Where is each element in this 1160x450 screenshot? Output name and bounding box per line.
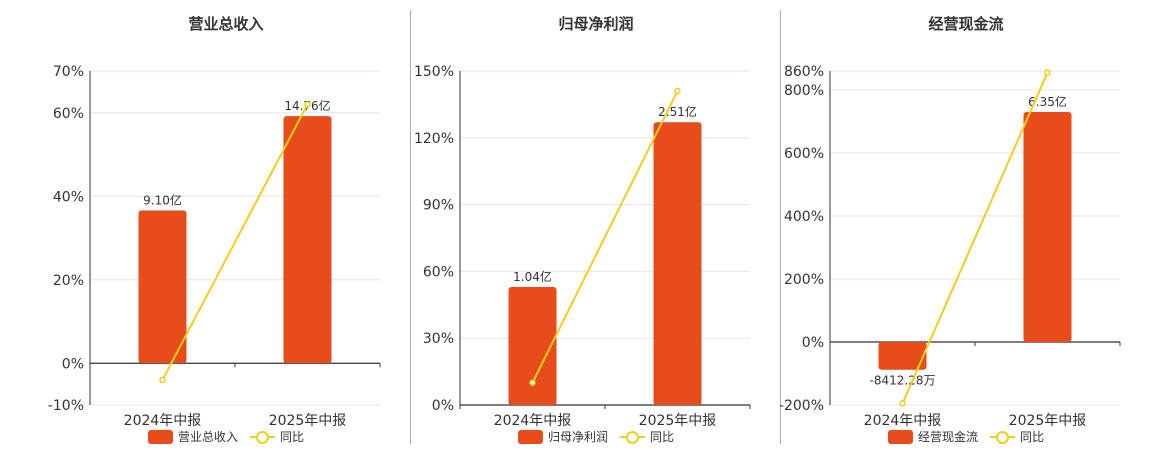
yoy-line [901,72,1049,404]
bar-value-label: 6.35亿 [1028,94,1067,109]
yoy-point [159,376,166,384]
x-tick-label: 2025年中报 [1009,413,1087,429]
chart-legend: 经营现金流 同比 [780,428,1152,445]
y-tick-label: 150% [414,64,454,80]
y-tick-label: 60% [423,264,454,280]
y-tick-label: 0% [62,356,84,372]
chart-panel-revenue: 营业总收入 70% 60% 40% 20% 0% -10% 2024年中报 2025年中报 9.… [40,0,412,450]
bar-legend-swatch [517,429,543,444]
chart-title: 营业总收入 [188,15,264,33]
bar [653,122,702,406]
bar-legend-label: 经营现金流 [917,430,978,444]
x-tick-label: 2024年中报 [864,413,942,429]
yoy-point [674,87,681,95]
y-tick-label: -10% [48,398,84,414]
line-legend-swatch [990,430,1015,444]
line-legend-swatch [620,430,645,444]
chart-legend: 归母净利润 同比 [410,428,782,445]
y-tick-label: 860% [784,64,824,80]
y-tick-label: 200% [784,272,824,288]
yoy-point [304,101,311,108]
line-legend-label: 同比 [280,430,305,444]
bar [508,286,557,405]
x-tick-label: 2025年中报 [639,413,717,429]
panel-divider [780,10,781,444]
bar [1023,111,1072,342]
bar-legend-swatch [147,429,173,444]
chart-panel-net-profit: 归母净利润 150% 120% 90% 60% 30% 0% 2024年中报 2025年中报 1… [410,0,782,450]
yoy-point [899,400,906,407]
y-tick-label: 90% [423,198,454,214]
y-tick-label: 0% [802,335,824,351]
bar-value-label: -8412.28万 [870,374,936,388]
y-tick-label: 800% [784,83,824,99]
bar [283,116,332,364]
chart-panel-cash-flow: 经营现金流 860% 800% 600% 400% 200% 0% -200% 2024年中报… [780,0,1152,450]
y-tick-label: 30% [423,331,454,347]
bar-legend-swatch [887,429,913,444]
bar-value-label: 9.10亿 [143,192,182,207]
y-tick-label: -200% [780,398,824,414]
bar [878,341,927,370]
panel-divider [410,10,411,444]
y-tick-label: 400% [784,209,824,225]
y-tick-label: 40% [53,189,84,205]
chart-legend: 营业总收入 同比 [40,428,412,445]
y-tick-label: 60% [53,106,84,122]
yoy-point [529,379,536,386]
y-tick-label: 600% [784,146,824,162]
x-tick-label: 2025年中报 [269,413,347,429]
x-tick-label: 2024年中报 [124,413,202,429]
y-tick-label: 120% [414,131,454,147]
yoy-line [161,103,309,381]
x-tick-label: 2024年中报 [494,413,572,429]
chart-title: 归母净利润 [558,15,634,33]
bar-legend-label: 归母净利润 [547,430,608,444]
chart-title: 经营现金流 [928,15,1004,33]
bar-legend-label: 营业总收入 [177,430,238,444]
line-legend-label: 同比 [650,430,675,444]
yoy-point [1044,69,1051,76]
y-tick-label: 70% [53,64,84,80]
net-profit-chart: 150% 120% 90% 60% 30% 0% 2024年中报 2025年中报 1.04亿 2.… [414,64,751,429]
yoy-line [531,90,679,384]
y-tick-label: 20% [53,273,84,289]
line-legend-swatch [250,430,275,444]
cash-flow-chart: 860% 800% 600% 400% 200% 0% -200% 2024年中报 2025年中… [780,64,1121,429]
bar-value-label: 2.51亿 [658,104,697,119]
y-tick-label: 0% [432,398,454,414]
revenue-chart: 70%60%40%20%0%-10%2024年中报2025年中报9.10亿14.… [48,64,381,429]
line-legend-label: 同比 [1020,430,1045,444]
bar [138,210,187,364]
bar-value-label: 1.04亿 [513,269,552,284]
